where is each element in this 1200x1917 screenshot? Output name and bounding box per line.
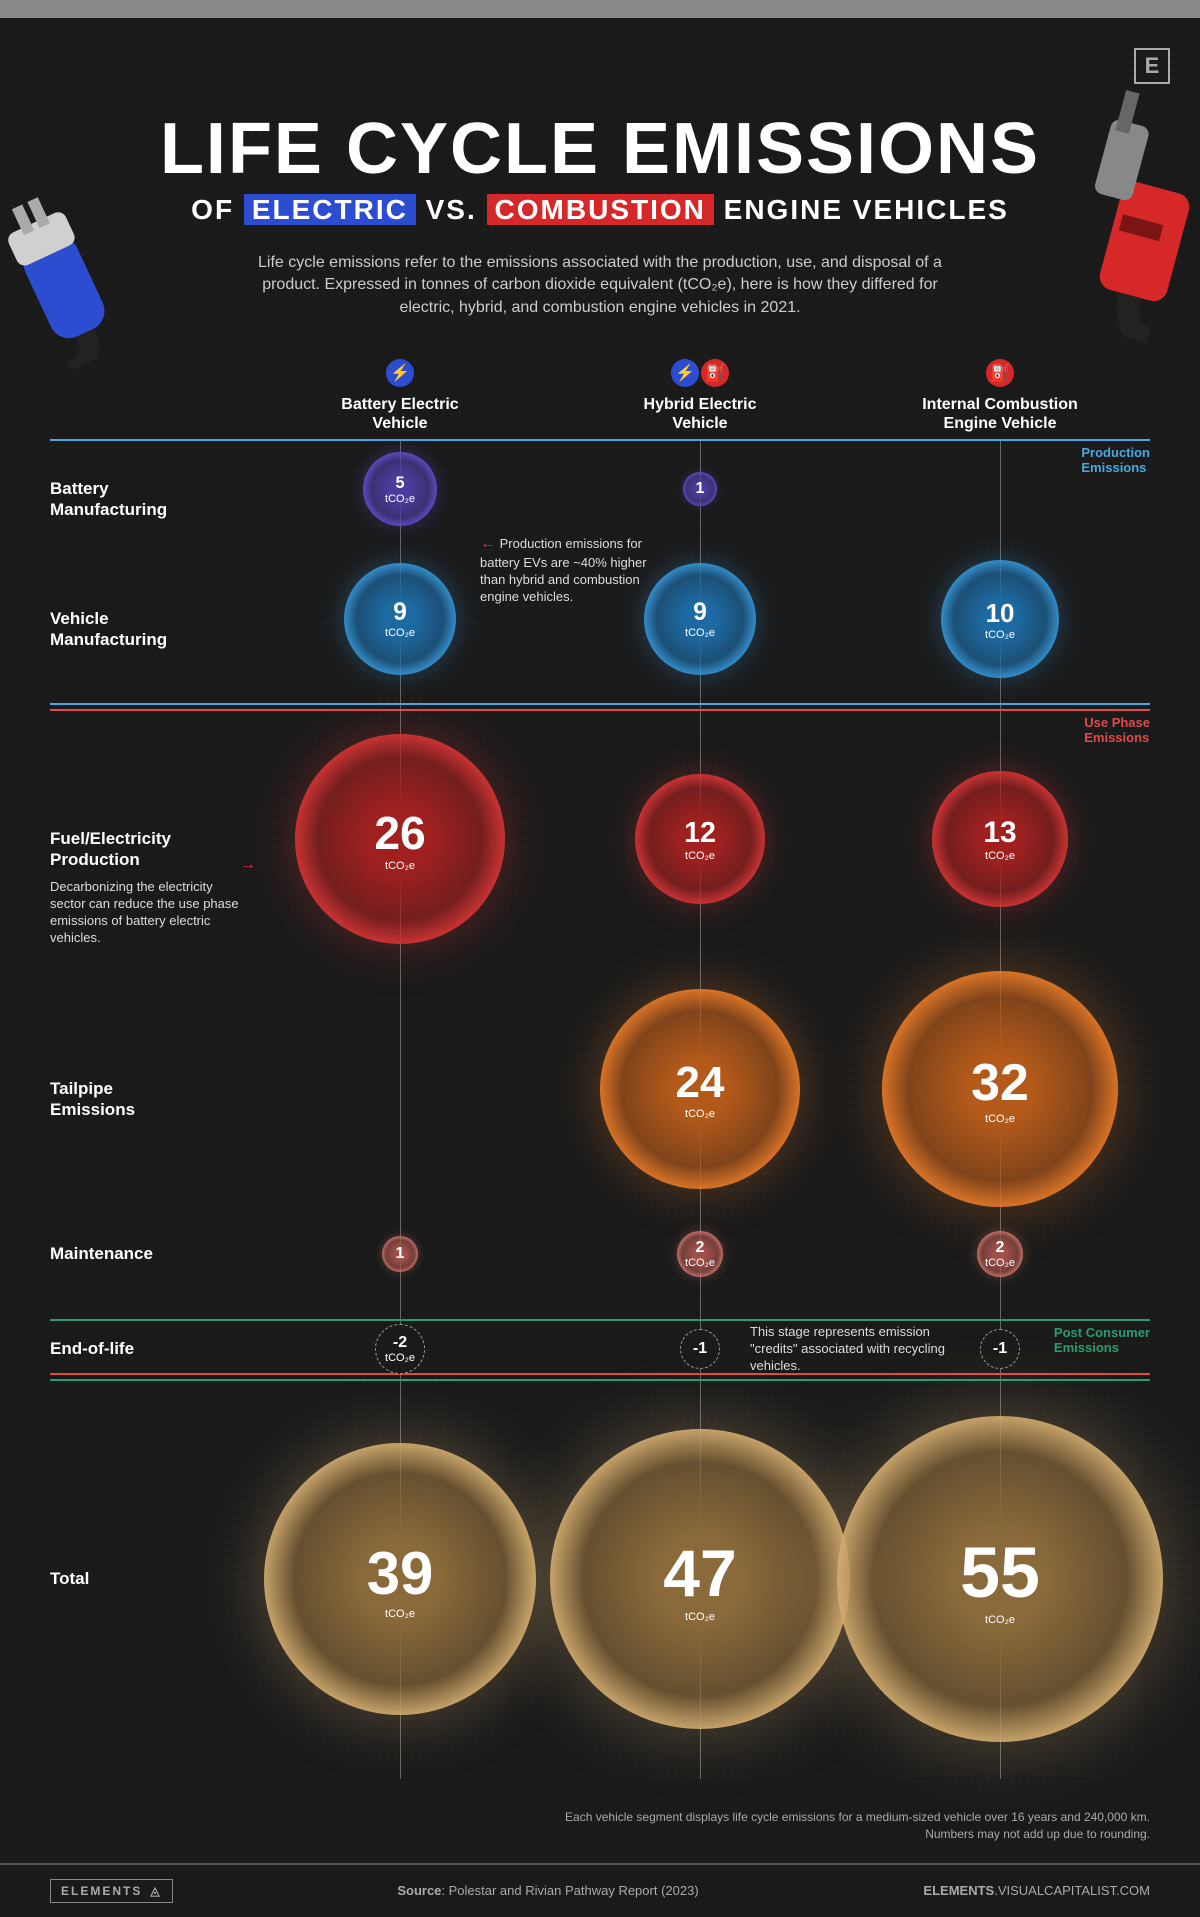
emission-bubble: 2tCO₂e	[677, 1231, 723, 1277]
section-divider	[50, 439, 1150, 441]
footnote: Each vehicle segment displays life cycle…	[50, 1809, 1150, 1843]
bubble-value: 13	[983, 816, 1016, 850]
emissions-chart: ⚡Battery ElectricVehicle⚡⛽Hybrid Electri…	[50, 359, 1150, 1799]
row-label: Fuel/ElectricityProduction	[50, 829, 225, 870]
footer-source: Source: Polestar and Rivian Pathway Repo…	[397, 1883, 698, 1898]
row-label: VehicleManufacturing	[50, 609, 225, 650]
emission-bubble: 39tCO₂e	[264, 1443, 536, 1715]
emission-bubble: -1	[980, 1329, 1020, 1369]
bubble-value: 39	[367, 1539, 434, 1608]
bubble-unit: tCO₂e	[385, 860, 415, 872]
footer-brand-box: ELEMENTS ◬	[50, 1879, 173, 1903]
top-gray-bar	[0, 0, 1200, 18]
intro-paragraph: Life cycle emissions refer to the emissi…	[250, 252, 950, 319]
section-label: ProductionEmissions	[1081, 445, 1150, 475]
column-header: ⚡ Battery ElectricVehicle	[250, 359, 550, 433]
arrow-icon: ←	[480, 535, 496, 552]
bubble-value: 9	[393, 599, 407, 627]
column-title: Internal CombustionEngine Vehicle	[850, 395, 1150, 433]
bubble-value: 24	[676, 1058, 725, 1108]
column-headers: ⚡Battery ElectricVehicle⚡⛽Hybrid Electri…	[50, 359, 1150, 433]
total-divider	[50, 1379, 1150, 1381]
bubble-unit: tCO₂e	[685, 627, 715, 639]
emission-bubble: 47tCO₂e	[550, 1429, 850, 1729]
row-label: TailpipeEmissions	[50, 1079, 225, 1120]
bubble-value: 10	[986, 598, 1015, 629]
bolt-icon: ⚡	[671, 359, 699, 387]
pump-icon: ⛽	[701, 359, 729, 387]
bubble-unit: tCO₂e	[985, 1113, 1015, 1125]
row-label: Total	[50, 1569, 225, 1589]
elements-corner-logo: E	[1134, 48, 1170, 84]
column-title: Hybrid ElectricVehicle	[550, 395, 850, 433]
column-title: Battery ElectricVehicle	[250, 395, 550, 433]
bolt-icon: ⚡	[386, 359, 414, 387]
emission-bubble: 32tCO₂e	[882, 971, 1118, 1207]
combustion-highlight: COMBUSTION	[487, 194, 714, 225]
subtitle: OF ELECTRIC VS. COMBUSTION ENGINE VEHICL…	[50, 194, 1150, 226]
bubble-value: 1	[396, 1245, 405, 1263]
emission-bubble: 10tCO₂e	[941, 560, 1059, 678]
bubble-value: -1	[993, 1340, 1007, 1358]
bubble-unit: tCO₂e	[685, 1108, 715, 1120]
emission-bubble: 13tCO₂e	[932, 771, 1068, 907]
bubble-unit: tCO₂e	[385, 1608, 415, 1620]
bubble-unit: tCO₂e	[685, 1611, 715, 1623]
annotation-text: →Decarbonizing the electricity sector ca…	[50, 879, 250, 947]
bubble-value: -2	[393, 1334, 407, 1352]
emission-bubble: -2tCO₂e	[375, 1324, 425, 1374]
infographic-container: E LIFE CYCLE EMISSIONS OF ELECTRIC VS. C…	[0, 18, 1200, 1863]
column-header: ⚡⛽ Hybrid ElectricVehicle	[550, 359, 850, 433]
footer-url: ELEMENTS.VISUALCAPITALIST.COM	[923, 1883, 1150, 1898]
footer-bar: ELEMENTS ◬ Source: Polestar and Rivian P…	[0, 1863, 1200, 1917]
pump-icon: ⛽	[986, 359, 1014, 387]
bubble-value: 2	[696, 1239, 705, 1257]
bubble-value: 12	[684, 817, 716, 850]
bubble-unit: tCO₂e	[385, 1352, 415, 1364]
section-divider	[50, 709, 1150, 711]
electric-highlight: ELECTRIC	[244, 194, 416, 225]
bubble-value: 5	[395, 474, 404, 493]
bubble-value: 55	[960, 1532, 1040, 1614]
brand-icon: ◬	[150, 1884, 161, 1898]
annotation-text: ← Production emissions for battery EVs a…	[480, 534, 670, 605]
bubble-value: 1	[696, 480, 705, 498]
bubble-value: 2	[996, 1239, 1005, 1257]
bubble-unit: tCO₂e	[385, 627, 415, 639]
emission-bubble: 5tCO₂e	[363, 452, 437, 526]
arrow-icon: →	[240, 855, 256, 876]
emission-bubble: 1	[683, 472, 717, 506]
main-title: LIFE CYCLE EMISSIONS	[50, 108, 1150, 190]
column-header: ⛽ Internal CombustionEngine Vehicle	[850, 359, 1150, 433]
emission-bubble: 26tCO₂e	[295, 734, 505, 944]
bubble-unit: tCO₂e	[685, 850, 715, 862]
annotation-text: This stage represents emission "credits"…	[750, 1324, 950, 1375]
emission-bubble: 12tCO₂e	[635, 774, 765, 904]
emission-bubble: 9tCO₂e	[344, 563, 456, 675]
emission-bubble: 1	[382, 1236, 418, 1272]
row-label: Maintenance	[50, 1244, 225, 1264]
section-label: Use PhaseEmissions	[1084, 715, 1150, 745]
row-label: End-of-life	[50, 1339, 225, 1359]
bubble-unit: tCO₂e	[985, 1614, 1015, 1626]
emission-bubble: 2tCO₂e	[977, 1231, 1023, 1277]
bubble-unit: tCO₂e	[385, 493, 415, 505]
emission-bubble: 55tCO₂e	[837, 1416, 1163, 1742]
emission-bubble: 24tCO₂e	[600, 989, 800, 1189]
bubble-value: 9	[693, 599, 707, 627]
bubble-unit: tCO₂e	[985, 1257, 1015, 1269]
bubble-value: 32	[971, 1053, 1029, 1113]
row-label: BatteryManufacturing	[50, 479, 225, 520]
bubble-value: 47	[663, 1535, 736, 1611]
bubble-unit: tCO₂e	[985, 850, 1015, 862]
bubble-unit: tCO₂e	[685, 1257, 715, 1269]
section-label: Post ConsumerEmissions	[1054, 1325, 1150, 1355]
emission-bubble: -1	[680, 1329, 720, 1369]
bubble-value: 26	[374, 806, 425, 860]
bubble-value: -1	[693, 1340, 707, 1358]
section-divider	[50, 1319, 1150, 1321]
bubble-unit: tCO₂e	[985, 629, 1015, 641]
